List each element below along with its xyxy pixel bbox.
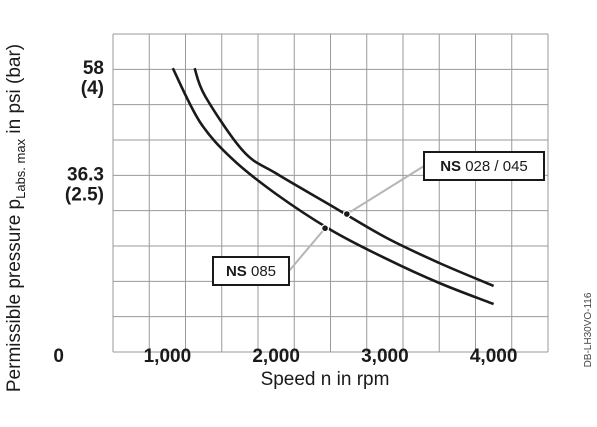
leader-line-ns-085	[288, 227, 326, 272]
y-tick-label: 58	[83, 58, 104, 79]
figure-code: DB-LH30VO-116	[583, 292, 594, 367]
y-tick-sublabel: (4)	[81, 78, 104, 99]
x-tick-label: 2,000	[252, 346, 300, 367]
tick-labels: 0 1,000 2,000 3,000 4,000 58(4) 36.3(2.5)	[53, 58, 517, 367]
y-axis-title-subscript-abs: abs. max	[13, 138, 28, 191]
y-axis-title-subscript-l: L	[13, 192, 28, 199]
x-tick-label: 3,000	[361, 346, 409, 367]
callout-label-ns-085: NS 085	[226, 263, 276, 280]
leader-line-ns-028-045	[346, 165, 425, 215]
series-line-ns-028-045	[193, 67, 495, 288]
callout-label-ns-028-045: NS 028 / 045	[440, 158, 528, 175]
y-axis-title: Permissible pressure pLabs. max in psi (…	[4, 44, 28, 392]
callout-value: 028 / 045	[465, 158, 528, 175]
x-tick-label: 1,000	[144, 346, 192, 367]
marker-point-ns-085	[321, 224, 330, 233]
callout-value: 085	[251, 263, 276, 280]
callout-prefix: NS	[226, 263, 251, 280]
x-tick-label: 0	[53, 346, 64, 367]
callout-box-ns-085	[212, 256, 290, 286]
grid	[112, 33, 549, 353]
series-line-ns-085	[171, 67, 495, 306]
x-tick-label: 4,000	[470, 346, 518, 367]
marker-point-ns-028-045	[342, 210, 351, 219]
series-lines	[171, 67, 495, 306]
callout-prefix: NS	[440, 158, 465, 175]
callout-box-ns-028-045	[423, 151, 545, 181]
x-axis-title: Speed n in rpm	[261, 369, 390, 390]
y-tick-label: 36.3	[67, 164, 104, 185]
y-tick-sublabel: (2.5)	[65, 184, 104, 205]
y-axis-title-prefix: Permissible pressure p	[4, 199, 25, 392]
y-axis-title-suffix: in psi (bar)	[4, 44, 25, 139]
